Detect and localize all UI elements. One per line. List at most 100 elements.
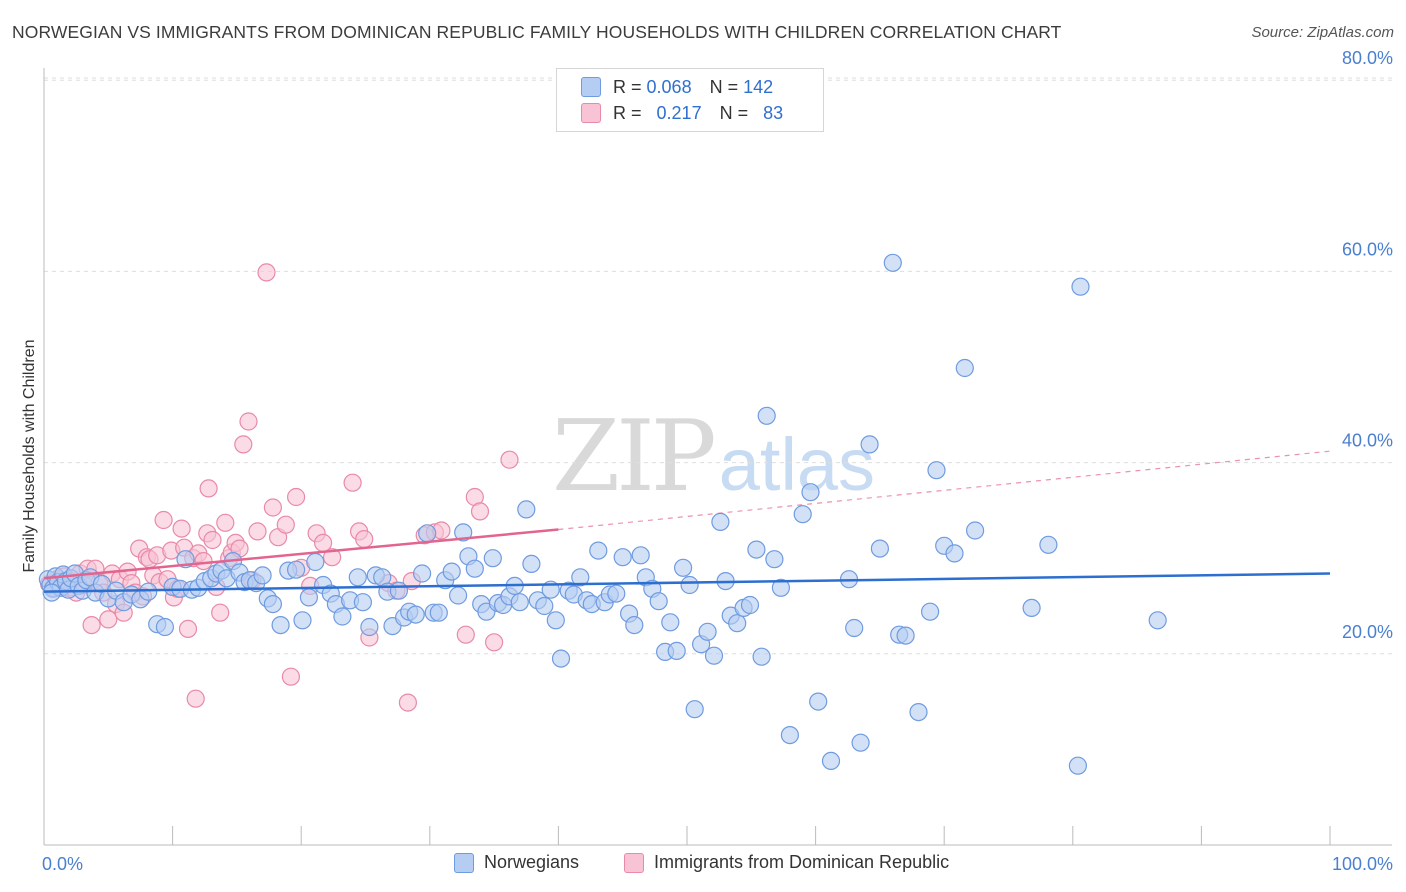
x-tick-label: 0.0% — [42, 854, 83, 874]
legend-swatch-pink — [581, 103, 601, 123]
norwegian-point — [306, 552, 325, 572]
norwegian-point — [1148, 611, 1167, 630]
norwegian-point — [517, 500, 536, 519]
trend-layer — [43, 450, 1331, 593]
norwegian-point — [360, 617, 379, 637]
norwegian-point — [851, 733, 870, 752]
label-layer: 20.0% 40.0% 60.0% 80.0% 0.0% 100.0% Family Hou… — [21, 48, 1393, 874]
norwegian-point — [413, 564, 432, 583]
legend-n-label: N = — [719, 102, 749, 123]
norwegian-point — [793, 505, 812, 524]
dominican-point — [276, 515, 295, 534]
norwegian-point — [454, 523, 473, 542]
dominican-point — [172, 519, 191, 538]
norwegian-point — [752, 647, 771, 666]
legend-item-norwegians[interactable]: Norwegians — [454, 852, 579, 873]
norwegian-point — [389, 581, 408, 600]
dominican-point — [281, 667, 300, 686]
legend-n-label: N = — [709, 76, 739, 97]
y-axis-title: Family Households with Children — [21, 340, 38, 573]
norwegian-point — [698, 622, 717, 641]
norwegian-point — [607, 584, 626, 603]
dominican-point — [211, 603, 230, 622]
chart-title: NORWEGIAN VS IMMIGRANTS FROM DOMINICAN R… — [12, 22, 1062, 42]
y-tick-label: 60.0% — [1342, 239, 1393, 259]
legend-row-dominican: R = 0.217 N = 83 — [581, 101, 783, 125]
norwegian-point — [765, 550, 784, 569]
x-tick-label: 100.0% — [1332, 854, 1393, 874]
dominican-trend-line — [43, 528, 559, 580]
norwegian-point — [649, 592, 668, 611]
dominican-point — [355, 529, 374, 549]
legend-swatch-pink — [624, 852, 644, 873]
dominican-point — [239, 412, 258, 431]
norwegian-point — [465, 559, 484, 578]
dominican-point — [154, 510, 173, 530]
norwegian-point — [845, 618, 864, 638]
series-legend: Norwegians Immigrants from Dominican Rep… — [0, 852, 1406, 878]
norwegian-point — [965, 521, 985, 540]
legend-label-dominican: Immigrants from Dominican Republic — [654, 852, 950, 872]
norwegian-point — [406, 605, 425, 624]
norwegian-point — [883, 253, 902, 272]
dominican-point — [343, 473, 362, 492]
norwegian-point — [821, 751, 841, 771]
norwegian-point — [510, 593, 529, 612]
dominican-point — [234, 435, 253, 454]
norwegian-point — [896, 626, 915, 645]
legend-r-label: R = — [613, 76, 642, 97]
norwegian-point — [955, 358, 974, 378]
dominican-point — [257, 263, 276, 282]
norwegian-point — [571, 568, 590, 587]
norwegian-point — [740, 595, 760, 615]
norwegian-point — [293, 611, 312, 630]
norwegian-point — [287, 560, 306, 579]
norwegian-point — [442, 562, 461, 581]
dominican-point — [500, 450, 519, 469]
norwegian-point — [613, 548, 632, 567]
norwegian-point — [661, 613, 680, 632]
norwegian-point — [348, 568, 367, 587]
norwegian-point — [546, 611, 565, 630]
norwegian-point — [680, 575, 699, 595]
dominican-point — [287, 487, 306, 507]
norwegian-point — [771, 578, 791, 597]
norwegian-point — [522, 554, 541, 574]
norwegian-point — [728, 614, 747, 633]
legend-n-value: 142 — [743, 76, 774, 97]
dominican-point — [199, 479, 218, 498]
dominican-point — [323, 548, 342, 567]
dominican-point — [456, 625, 475, 644]
norwegian-point — [483, 549, 502, 568]
legend-row-norwegians: R = 0.068 N = 142 — [581, 75, 773, 99]
norwegian-point — [667, 641, 686, 661]
norwegian-point — [418, 524, 437, 543]
norwegian-point — [271, 615, 290, 635]
norwegian-point — [909, 702, 928, 722]
dominican-point — [216, 513, 235, 532]
y-tick-label: 40.0% — [1342, 431, 1393, 451]
norwegian-point — [299, 588, 318, 607]
norwegian-point — [747, 540, 766, 559]
dominican-point — [248, 522, 267, 541]
norwegian-point — [139, 582, 158, 601]
norwegian-point — [1068, 756, 1088, 775]
norwegian-point — [589, 541, 608, 560]
norwegian-point — [870, 539, 890, 558]
norwegian-point — [333, 607, 352, 626]
dominican-point — [82, 615, 101, 635]
legend-item-dominican[interactable]: Immigrants from Dominican Republic — [624, 852, 949, 873]
norwegian-point — [1039, 535, 1058, 554]
dominican-point — [186, 689, 205, 708]
norwegian-point — [1022, 598, 1041, 618]
norwegian-point — [353, 593, 372, 612]
dominican-point — [203, 530, 222, 550]
norwegian-point — [631, 546, 650, 565]
legend-swatch-blue — [454, 852, 474, 873]
norwegian-point — [704, 646, 724, 665]
norwegian-points-layer — [38, 253, 1167, 775]
norwegian-point — [945, 544, 964, 563]
legend-r-value: 0.217 — [656, 102, 702, 123]
norwegian-point — [253, 566, 272, 585]
norwegian-point — [711, 512, 730, 532]
